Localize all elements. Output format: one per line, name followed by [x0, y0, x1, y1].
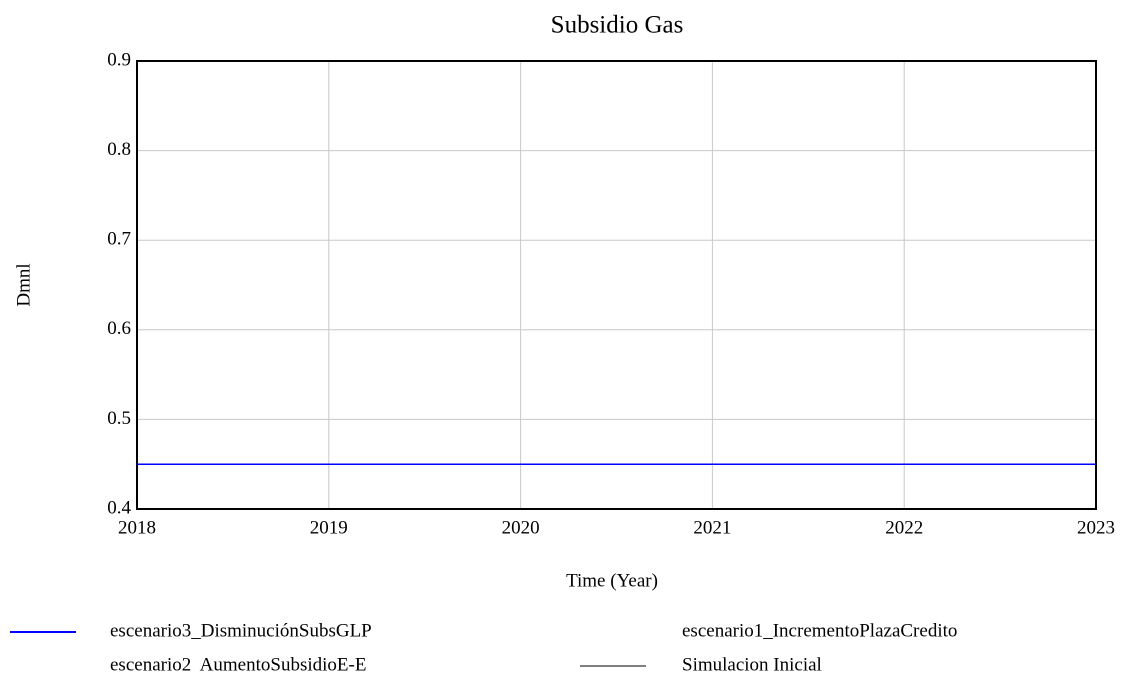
x-tick-label: 2018	[118, 517, 156, 538]
y-axis-label: Dmnl	[13, 263, 34, 306]
y-tick-label: 0.5	[107, 408, 131, 429]
y-tick-label: 0.6	[107, 318, 131, 339]
legend-label: Simulacion Inicial	[682, 654, 822, 675]
x-tick-label: 2019	[310, 517, 348, 538]
x-tick-label: 2020	[502, 517, 540, 538]
legend-label: escenario3_DisminuciónSubsGLP	[110, 620, 372, 641]
x-axis-label: Time (Year)	[566, 570, 658, 591]
y-tick-label: 0.4	[107, 497, 131, 518]
legend-label: escenario2 AumentoSubsidioE-E	[110, 654, 366, 675]
y-tick-label: 0.9	[107, 49, 131, 70]
chart-title: Subsidio Gas	[551, 12, 684, 39]
x-tick-label: 2022	[885, 517, 923, 538]
x-tick-label: 2021	[693, 517, 731, 538]
x-tick-label: 2023	[1077, 517, 1115, 538]
y-tick-label: 0.7	[107, 229, 131, 250]
plot-frame	[136, 60, 1097, 510]
legend-label: escenario1_IncrementoPlazaCredito	[682, 620, 957, 641]
y-tick-label: 0.8	[107, 139, 131, 160]
